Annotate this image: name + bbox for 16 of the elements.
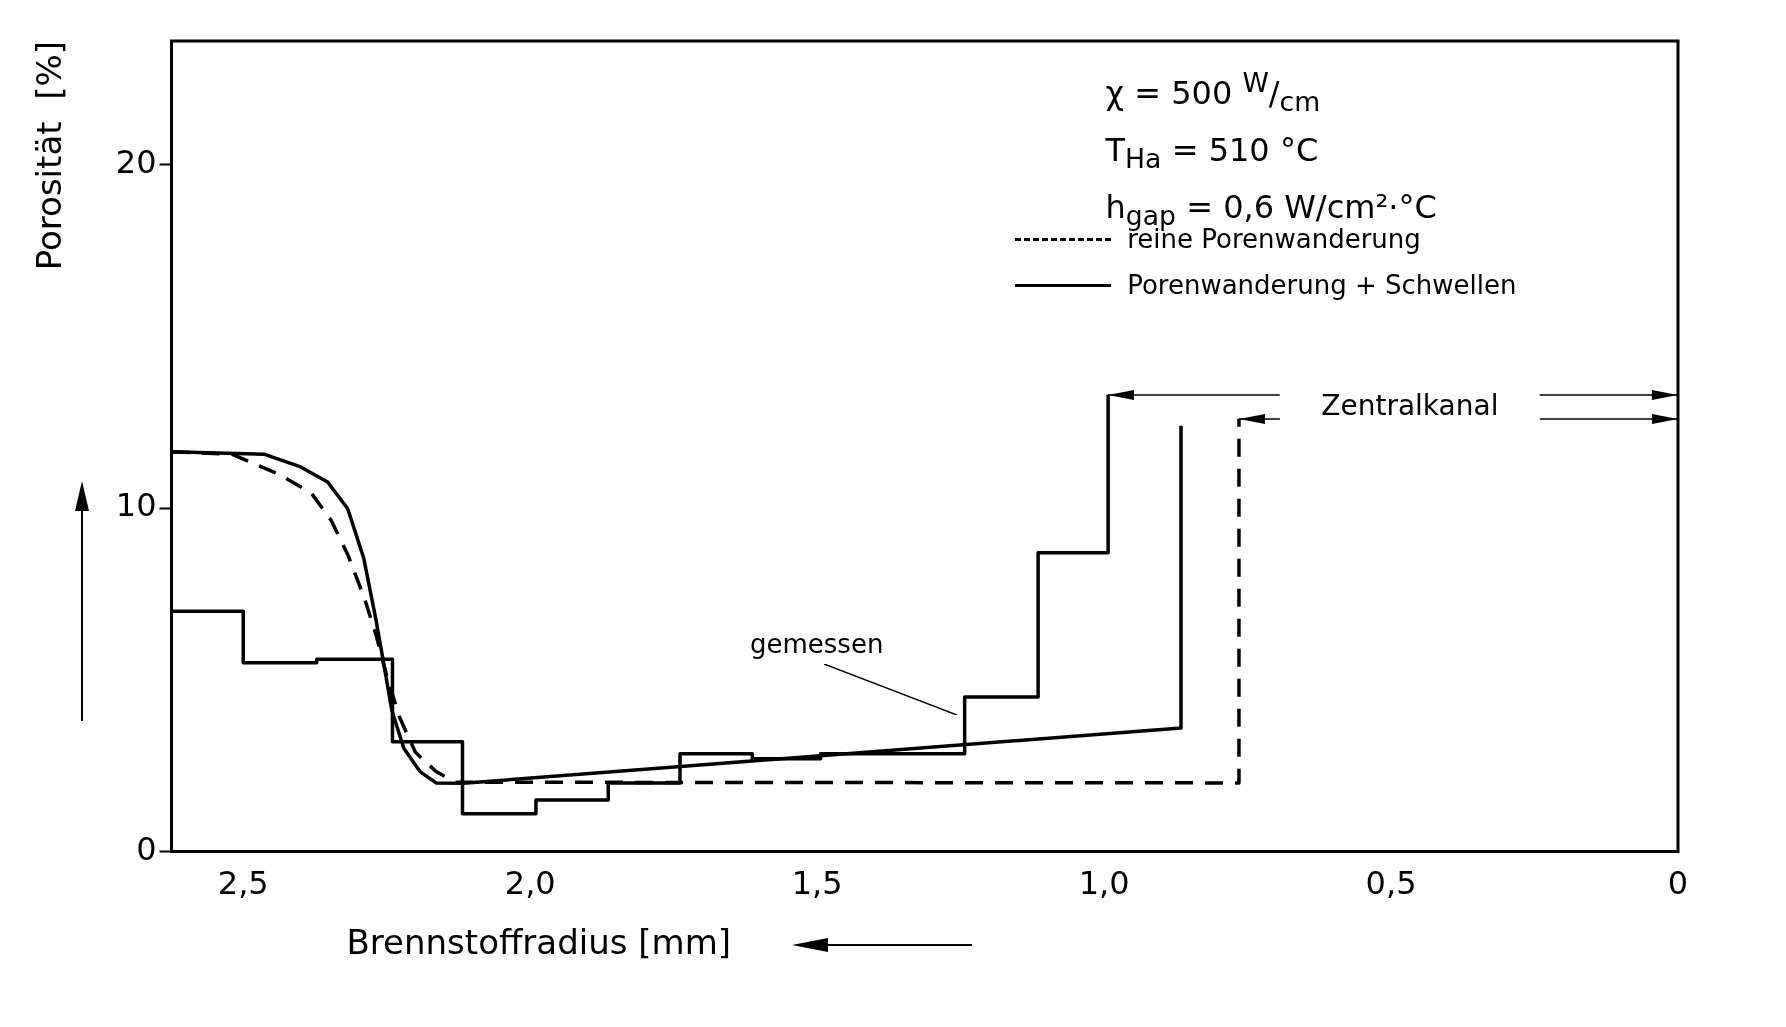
- x-tick-label: 2,0: [504, 864, 556, 903]
- legend-label: Porenwanderung + Schwellen: [1127, 270, 1517, 300]
- x-tick-label: 1,0: [1078, 864, 1130, 903]
- y-tick-label: 0: [136, 829, 157, 868]
- annotation: Zentralkanal: [1320, 388, 1500, 422]
- annotation: T$_{Ha}$ = 510 °C: [1105, 130, 1320, 177]
- y-tick-label: 10: [115, 486, 157, 525]
- x-tick-label: 0: [1667, 864, 1689, 903]
- annotation: gemessen: [750, 628, 884, 659]
- x-tick-label: 1,5: [791, 864, 843, 903]
- x-axis-title: Brennstoffradius [mm]: [346, 921, 732, 962]
- x-tick-label: 2,5: [217, 864, 269, 903]
- y-axis-title: Porosität [%]: [29, 41, 70, 271]
- annotation: χ = 500 $^{W}$/$_{cm}$: [1105, 66, 1322, 120]
- x-tick-label: 0,5: [1365, 864, 1417, 903]
- y-tick-label: 20: [115, 142, 157, 181]
